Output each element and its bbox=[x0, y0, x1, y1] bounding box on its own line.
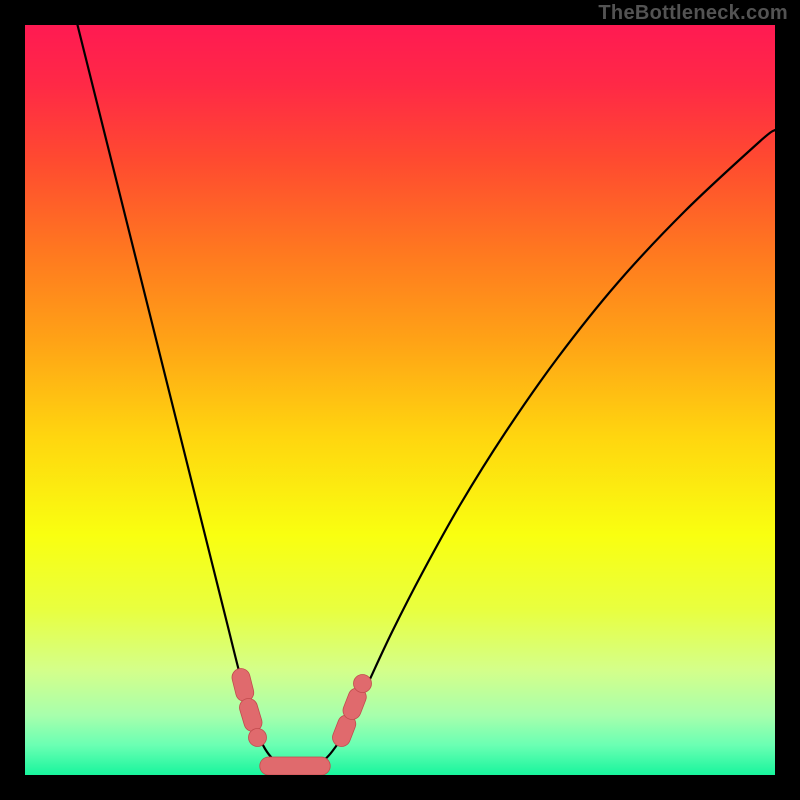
watermark-text: TheBottleneck.com bbox=[598, 2, 788, 25]
marker-right bbox=[354, 675, 372, 693]
marker-left bbox=[249, 729, 267, 747]
chart-stage: TheBottleneck.com bbox=[0, 0, 800, 800]
chart-border bbox=[0, 775, 800, 800]
chart-border bbox=[0, 0, 25, 800]
gradient-background bbox=[25, 25, 775, 775]
chart-border bbox=[775, 0, 800, 800]
marker-bottom-bar bbox=[260, 757, 331, 775]
bottleneck-chart-svg bbox=[0, 0, 800, 800]
